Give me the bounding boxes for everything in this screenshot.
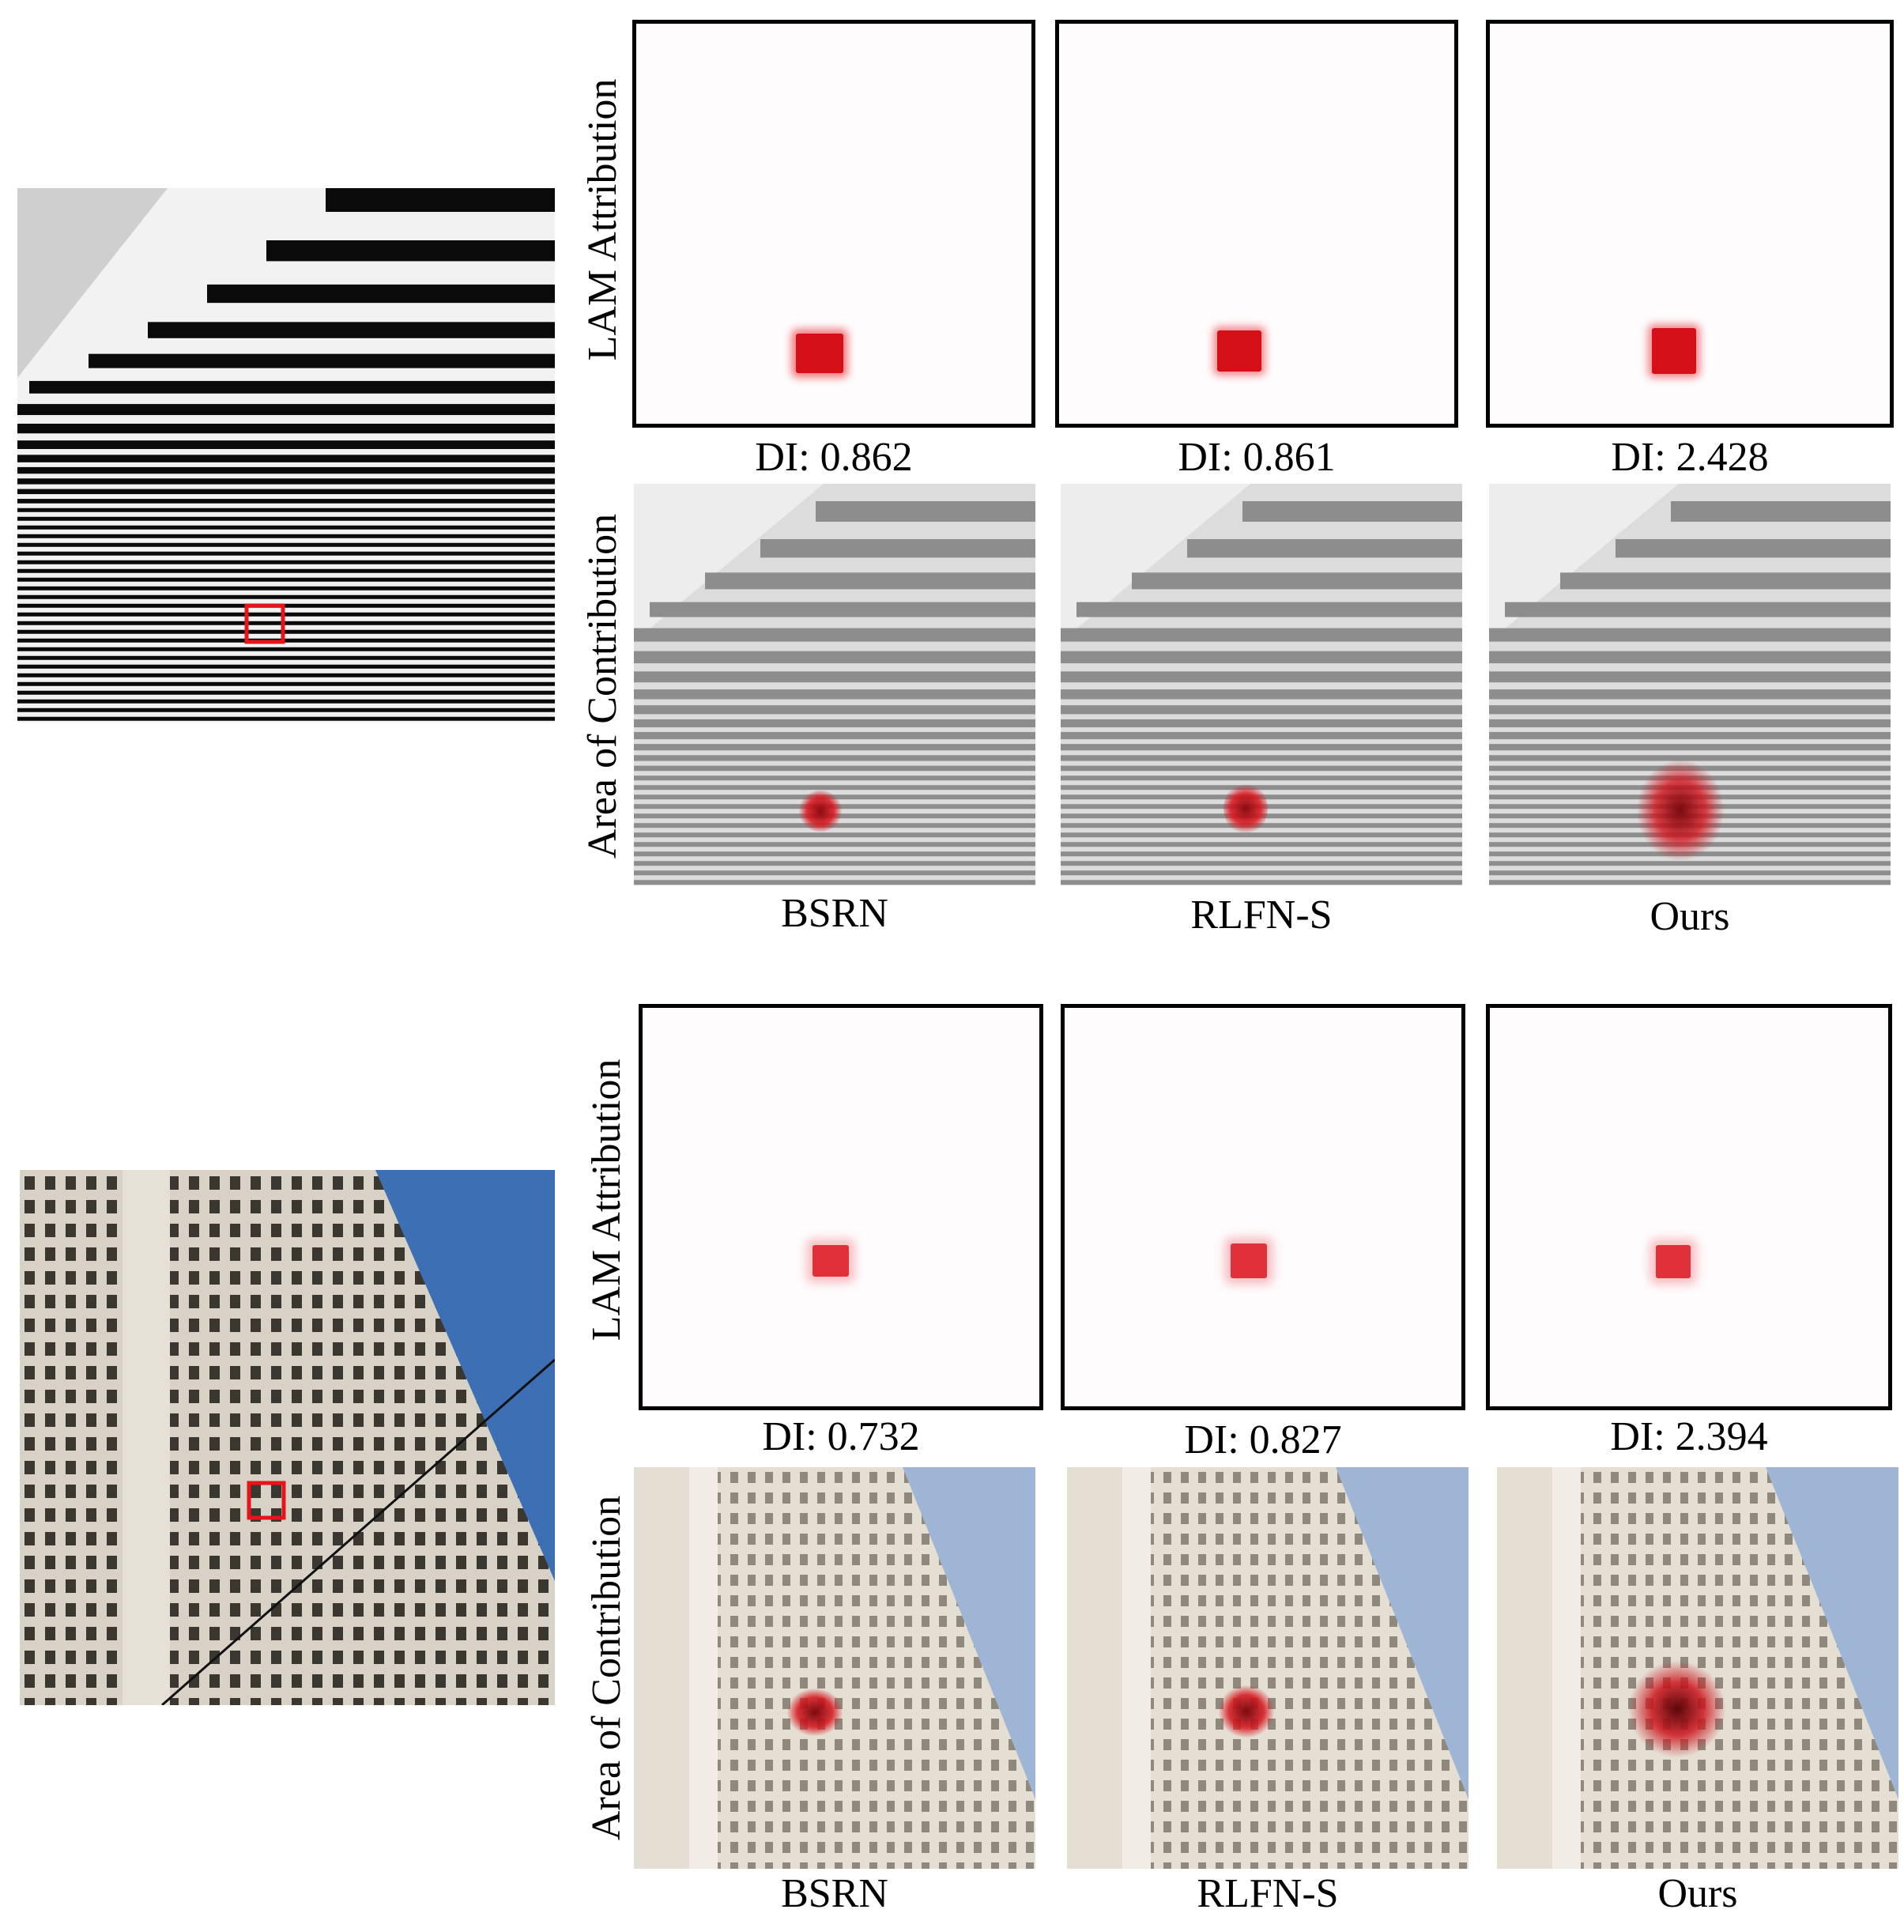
lam-box-ours-1 bbox=[1486, 20, 1894, 428]
method-rlfn-2: RLFN-S bbox=[1197, 1871, 1339, 1916]
source-image-1 bbox=[17, 188, 555, 723]
attribution-spot bbox=[1652, 328, 1696, 374]
source-image-2 bbox=[20, 1170, 555, 1705]
row2-lam-label: LAM Attribution bbox=[584, 1058, 629, 1341]
contribution-heat bbox=[1219, 1685, 1274, 1738]
method-rlfn-1: RLFN-S bbox=[1190, 892, 1333, 938]
contribution-heat bbox=[1636, 759, 1725, 862]
contribution-heat bbox=[798, 791, 843, 832]
di-rlfn-2: DI: 0.827 bbox=[1184, 1417, 1342, 1462]
lam-box-rlfn-2 bbox=[1061, 1004, 1465, 1410]
attribution-spot bbox=[812, 1245, 849, 1277]
contribution-heat bbox=[1223, 783, 1268, 835]
di-bsrn-2: DI: 0.732 bbox=[762, 1414, 920, 1459]
aoc-image-bsrn-2 bbox=[634, 1467, 1035, 1869]
method-bsrn-1: BSRN bbox=[781, 891, 888, 936]
di-ours-1: DI: 2.428 bbox=[1611, 435, 1769, 480]
row1-lam-label: LAM Attribution bbox=[580, 78, 625, 361]
contribution-heat bbox=[787, 1689, 843, 1736]
aoc-image-rlfn-2 bbox=[1067, 1467, 1469, 1869]
di-bsrn-1: DI: 0.862 bbox=[755, 435, 913, 480]
lam-box-rlfn-1 bbox=[1055, 20, 1458, 428]
contribution-heat bbox=[1628, 1660, 1726, 1758]
lam-box-bsrn-1 bbox=[632, 20, 1035, 428]
attribution-spot bbox=[1231, 1243, 1267, 1278]
row1-aoc-label: Area of Contribution bbox=[580, 513, 625, 859]
attribution-spot bbox=[1656, 1245, 1691, 1278]
attribution-spot bbox=[1217, 330, 1261, 372]
method-ours-1: Ours bbox=[1650, 894, 1730, 939]
di-rlfn-1: DI: 0.861 bbox=[1178, 435, 1336, 480]
attribution-spot bbox=[796, 334, 843, 373]
row2-aoc-label: Area of Contribution bbox=[584, 1495, 629, 1841]
di-ours-2: DI: 2.394 bbox=[1610, 1414, 1768, 1459]
focus-box-1 bbox=[244, 603, 285, 644]
focus-box-2 bbox=[247, 1481, 286, 1520]
method-ours-2: Ours bbox=[1657, 1871, 1738, 1916]
lam-box-bsrn-2 bbox=[639, 1004, 1043, 1410]
method-bsrn-2: BSRN bbox=[781, 1871, 888, 1916]
lam-box-ours-2 bbox=[1486, 1004, 1892, 1410]
aoc-image-bsrn-1 bbox=[634, 484, 1035, 885]
